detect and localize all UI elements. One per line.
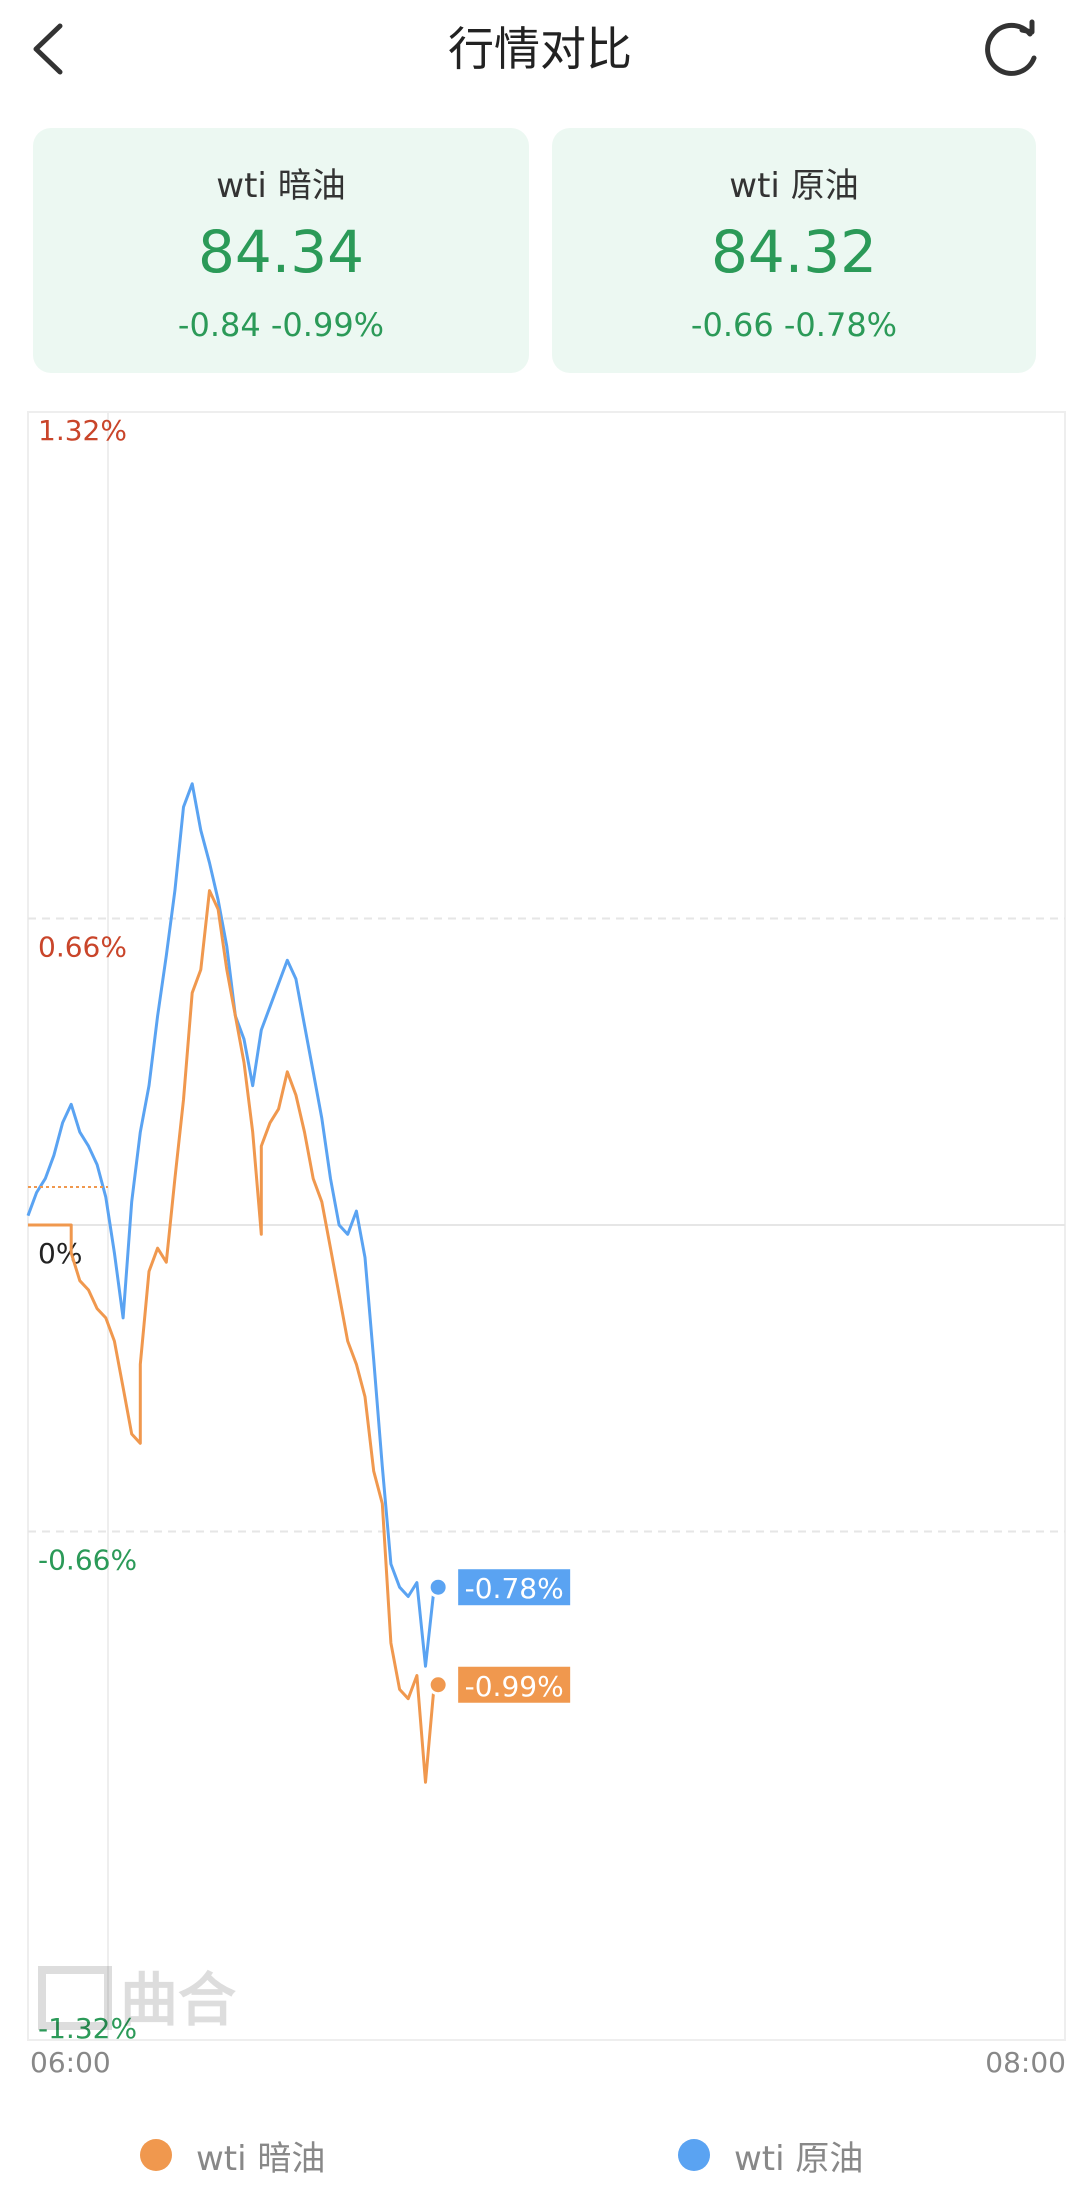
end-label-box [458, 1666, 571, 1703]
y-tick-label: 0.66% [38, 931, 127, 964]
chevron-left-icon [33, 23, 63, 75]
series-line-crude-oil [26, 782, 436, 1668]
header: 行情对比 [0, 0, 1080, 100]
back-button[interactable] [22, 14, 82, 84]
quote-card-name: wti 原油 [729, 166, 859, 206]
x-tick-label: 08:00 [985, 2046, 1066, 2079]
svg-text:曲合: 曲合 [120, 1966, 236, 2034]
watermark-logo: 曲合 [38, 1966, 236, 2034]
series-line-dark-oil [28, 889, 436, 1784]
quote-card-dark-oil[interactable]: wti 暗油 84.34 -0.84 -0.99% [33, 128, 529, 373]
quote-card-price: 84.32 [710, 218, 878, 286]
legend-dot-icon [678, 2139, 710, 2171]
legend-label: wti 原油 [734, 2138, 864, 2179]
end-value-label: -0.99% [465, 1670, 564, 1703]
comparison-chart[interactable]: 1.32% 0.66% 0% -0.66% -1.32% 06:00 08:00 曲合 -0.9… [0, 400, 1080, 2080]
page-title: 行情对比 [448, 22, 632, 76]
quote-card-change: -0.84 -0.99% [177, 306, 385, 344]
end-label-box [458, 1569, 571, 1606]
quote-card-crude-oil[interactable]: wti 原油 84.32 -0.66 -0.78% [552, 128, 1036, 373]
legend-item-crude-oil[interactable]: wti 原油 [678, 2130, 863, 2180]
y-tick-label: -1.32% [38, 2012, 137, 2045]
legend-item-dark-oil[interactable]: wti 暗油 [140, 2130, 325, 2180]
quote-card-change: -0.66 -0.78% [690, 306, 898, 344]
end-point-marker [427, 1576, 449, 1598]
quote-card-price: 84.34 [197, 218, 365, 286]
end-value-label: -0.78% [465, 1572, 564, 1605]
y-tick-label: -0.66% [38, 1544, 137, 1577]
chart-svg: 1.32%0.66%0%-0.66%-1.32%06:00 08:00曲合-0.9… [26, 411, 1066, 2079]
refresh-icon [985, 19, 1037, 76]
legend-label: wti 暗油 [196, 2138, 326, 2179]
refresh-button[interactable] [978, 14, 1048, 84]
quote-card-name: wti 暗油 [216, 166, 346, 206]
legend-dot-icon [140, 2139, 172, 2171]
y-tick-label: 1.32% [38, 414, 127, 447]
end-point-marker [427, 1674, 449, 1696]
x-tick-label: 06:00 [30, 2046, 111, 2079]
